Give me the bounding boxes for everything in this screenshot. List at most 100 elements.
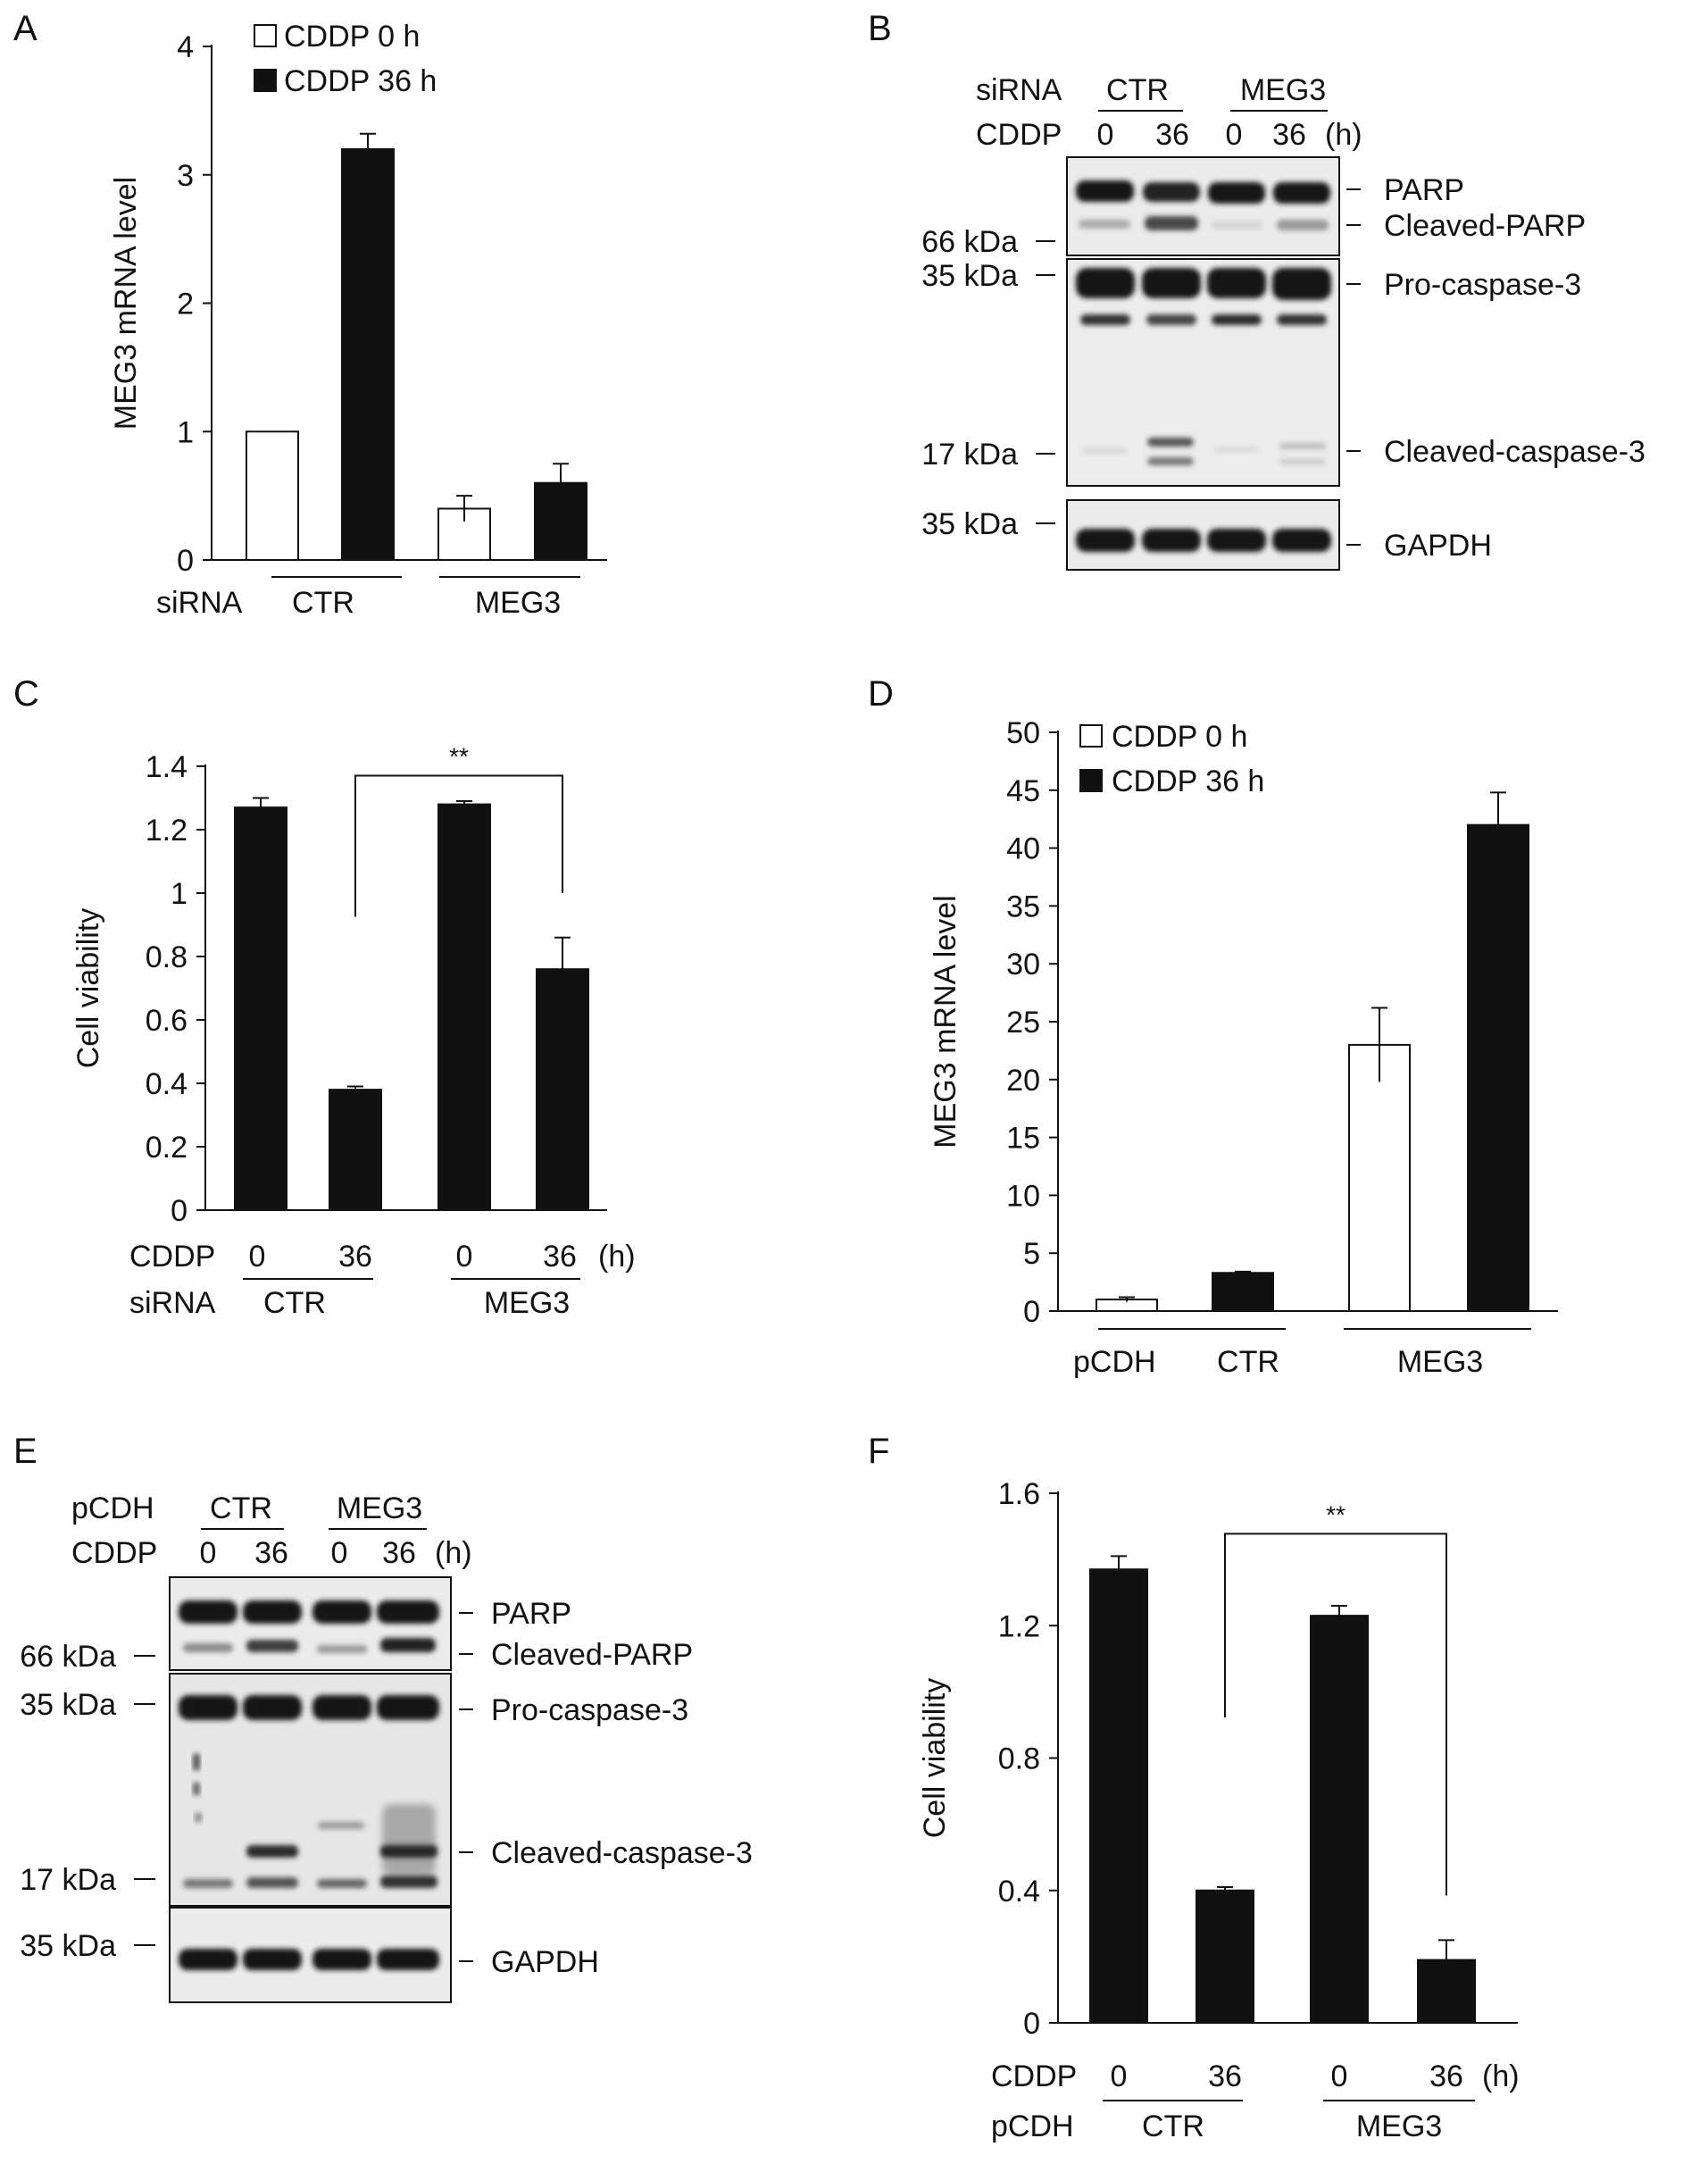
panel-a-group-label-0: CTR <box>292 586 354 620</box>
panel-c-chart: 0 0.2 0.4 0.6 0.8 1 1.2 1.4 Cell viability ** <box>71 743 607 1228</box>
panel-b-row2-label: CDDP <box>976 118 1062 152</box>
panel-d-bar-3 <box>1467 823 1529 1312</box>
panel-e-speck-0 <box>193 1754 200 1770</box>
panel-b-group-label-0: CTR <box>1106 73 1169 107</box>
panel-d-y-tick-label: 40 <box>1006 832 1040 866</box>
panel-e-band-label-2: Pro-caspase-3 <box>491 1693 688 1727</box>
panel-e-lane-3: 36 <box>382 1536 416 1570</box>
panel-e-band-cleaved-casp-a-lane-3 <box>380 1845 437 1858</box>
panel-f-y-tick-label: 1.6 <box>998 1477 1040 1511</box>
panel-e-band-procasp-lane-0 <box>179 1695 237 1720</box>
panel-c-significance-bracket <box>354 774 563 917</box>
panel-f-lane-0: 0 <box>1111 2059 1128 2093</box>
panel-e-band-label-4: GAPDH <box>491 1945 599 1979</box>
panel-b-band-secondary-lane-2 <box>1212 314 1262 325</box>
panel-a-chart: 0 1 2 3 4 MEG3 mRNA level <box>109 30 607 578</box>
panel-b-band-procasp-lane-2 <box>1207 268 1266 298</box>
panel-e-band-cleaved-parp-lane-3 <box>380 1638 436 1652</box>
panel-d-bar-2 <box>1348 1043 1411 1313</box>
panel-f-row1-label: CDDP <box>991 2059 1077 2093</box>
panel-d-y-tick-label: 45 <box>1006 774 1040 808</box>
panel-c-row2-label: siRNA <box>129 1286 216 1320</box>
panel-d-legend: CDDP 0 h CDDP 36 h <box>1079 720 1264 798</box>
panel-f-y-axis-label: Cell viability <box>918 1678 952 1839</box>
panel-b-unit: (h) <box>1325 118 1362 152</box>
panel-c-significance-label: ** <box>449 743 469 771</box>
panel-c-y-tick-label: 1.2 <box>146 814 187 848</box>
panel-c-y-tick-label: 0.8 <box>146 940 187 974</box>
panel-b-lane-3: 36 <box>1272 118 1306 152</box>
panel-d-y-tick-label: 10 <box>1006 1179 1040 1213</box>
panel-c-y-tick-label: 1.4 <box>146 750 187 784</box>
panel-b-group-label-1: MEG3 <box>1240 73 1326 107</box>
panel-e-band-procasp-lane-2 <box>312 1695 371 1720</box>
panel-e-band-cleaved-parp-lane-1 <box>246 1640 298 1652</box>
panel-f-y-tick-label: 1.2 <box>998 1609 1040 1643</box>
panel-f-bar-2 <box>1310 1615 1369 2024</box>
panel-b-band-cleaved-casp-a-lane-1 <box>1147 438 1194 447</box>
panel-b-band-procasp-lane-0 <box>1076 268 1135 298</box>
panel-f-row2-label: pCDH <box>991 2109 1074 2143</box>
panel-b-band-label-1: Cleaved-PARP <box>1384 209 1586 243</box>
panel-b-band-cleaved-parp-lane-3 <box>1277 220 1329 230</box>
panel-d-y-tick-label: 15 <box>1006 1122 1040 1156</box>
panel-b-band-label-3: Cleaved-caspase-3 <box>1384 435 1646 469</box>
panel-e-lane-0: 0 <box>200 1536 217 1570</box>
panel-e-band-cleaved-casp-b-lane-0 <box>183 1879 233 1888</box>
panel-c-lane-3: 36 <box>543 1240 577 1274</box>
panel-e-band-parp-lane-0 <box>179 1600 237 1624</box>
panel-e-row2-label: CDDP <box>71 1536 157 1570</box>
panel-c-bar-2 <box>437 803 491 1211</box>
panel-b-band-parp-lane-3 <box>1273 182 1330 204</box>
panel-b-band-parp-lane-1 <box>1143 182 1200 202</box>
panel-c-lane-1: 36 <box>338 1240 372 1274</box>
panel-e-row1-label: pCDH <box>71 1491 154 1525</box>
panel-b-marker-1: 35 kDa <box>921 259 1018 293</box>
panel-b-band-secondary-lane-0 <box>1080 314 1130 325</box>
panel-a-y-tick-label: 4 <box>177 30 194 64</box>
panel-b-band-cleaved-casp-b-lane-1 <box>1147 457 1194 465</box>
panel-b-band-cleaved-parp-lane-2 <box>1211 221 1262 229</box>
panel-d-group-label-1: MEG3 <box>1397 1345 1483 1379</box>
panel-b-band-secondary-lane-1 <box>1146 314 1196 325</box>
panel-e-marker-0: 66 kDa <box>20 1640 116 1674</box>
panel-e-letter: E <box>13 1432 37 1471</box>
panel-b-band-gapdh-lane-0 <box>1076 529 1135 552</box>
panel-e-unit: (h) <box>435 1536 472 1570</box>
panel-e-band-cleaved-parp-lane-0 <box>183 1643 233 1652</box>
panel-f-letter: F <box>868 1432 889 1471</box>
panel-b-band-label-0: PARP <box>1384 173 1464 207</box>
panel-c-y-tick-label: 1 <box>171 877 187 911</box>
panel-e-band-label-0: PARP <box>491 1597 571 1631</box>
panel-d-y-tick-label: 30 <box>1006 948 1040 982</box>
panel-e-marker-1: 35 kDa <box>20 1688 116 1722</box>
panel-e-band-gapdh-lane-3 <box>377 1949 439 1970</box>
panel-d-letter: D <box>868 674 894 714</box>
panel-b-band-procasp-lane-3 <box>1272 268 1331 300</box>
panel-d-legend-swatch-0 <box>1079 724 1103 748</box>
panel-f-significance-label: ** <box>1326 1500 1346 1528</box>
panel-b-marker-2: 17 kDa <box>921 438 1018 472</box>
panel-b-band-cleaved-casp-lane-0 <box>1082 448 1127 454</box>
panel-d-y-tick-label: 0 <box>1023 1295 1040 1329</box>
panel-b-bands <box>1076 180 1331 552</box>
panel-c-group-label-1: MEG3 <box>484 1286 570 1320</box>
panel-b-band-gapdh-lane-2 <box>1207 529 1266 552</box>
panel-b-band-cleaved-casp-a-lane-3 <box>1279 443 1326 449</box>
panel-b: B siRNA CDDP CTR MEG3 0 36 0 36 (h) <box>868 9 1646 571</box>
panel-e-band-label-1: Cleaved-PARP <box>491 1638 693 1672</box>
panel-e-band-cleaved-casp-b-lane-2 <box>317 1879 367 1888</box>
panel-b-band-label-2: Pro-caspase-3 <box>1384 268 1581 302</box>
panel-f-bar-1 <box>1196 1889 1254 2024</box>
panel-c-group-label-0: CTR <box>263 1286 326 1320</box>
panel-d-legend-label-1: CDDP 36 h <box>1112 764 1264 798</box>
panel-b-band-gapdh-lane-1 <box>1142 529 1201 552</box>
panel-e-band-gapdh-lane-0 <box>179 1949 237 1970</box>
panel-f-group-label-0: CTR <box>1142 2109 1204 2143</box>
panel-e-marker-3: 35 kDa <box>20 1929 116 1963</box>
panel-e-band-parp-lane-2 <box>312 1600 371 1624</box>
panel-f-y-tick-label: 0.8 <box>998 1742 1040 1776</box>
panel-c-unit: (h) <box>598 1240 636 1274</box>
panel-d-y-tick-label: 5 <box>1023 1237 1040 1271</box>
